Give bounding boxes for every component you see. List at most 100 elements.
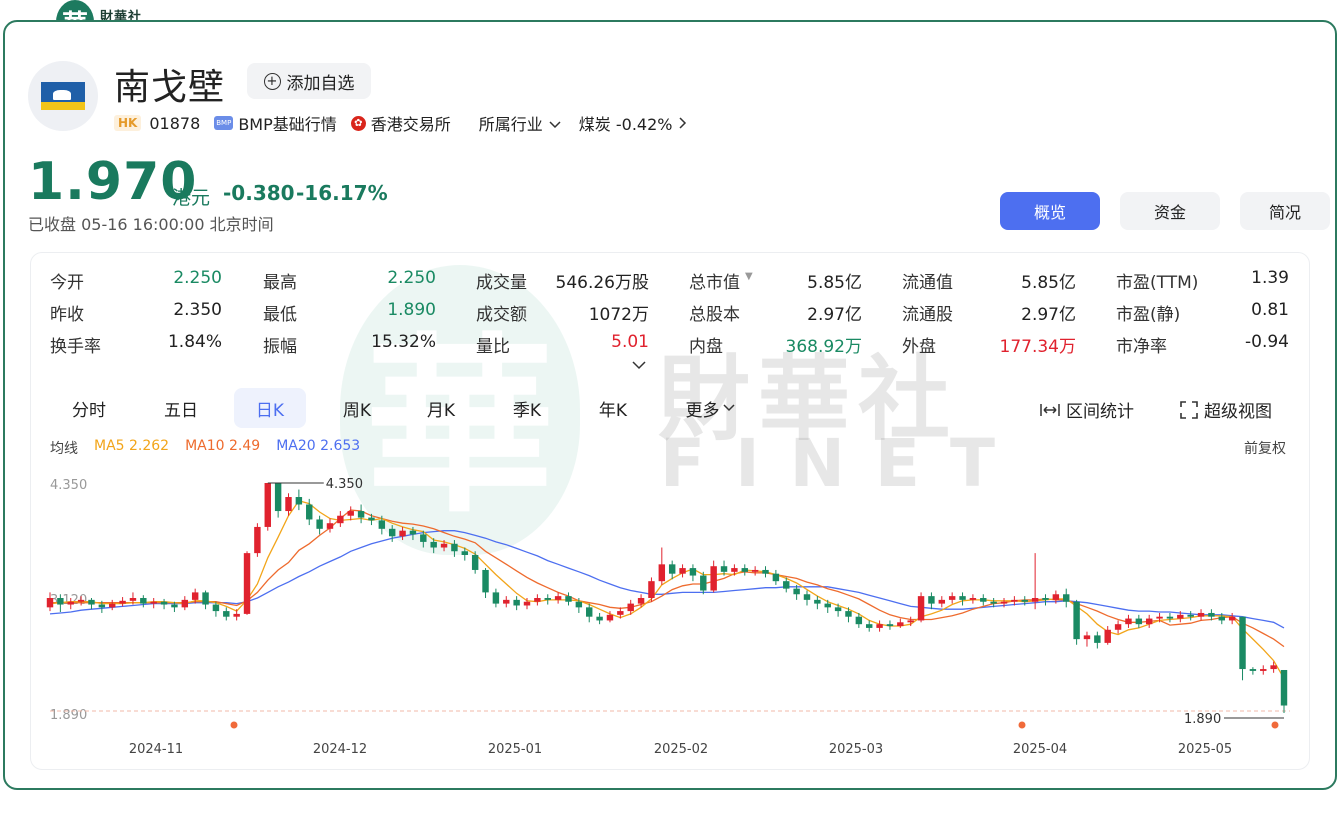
period-tab-weekly[interactable]: 周K <box>342 400 372 421</box>
candle-body <box>388 528 396 537</box>
candle-body <box>1270 665 1277 670</box>
candle-body <box>679 568 686 574</box>
chevron-down-icon <box>722 404 735 412</box>
candle-body <box>482 569 489 593</box>
chevron-right-icon <box>678 114 687 133</box>
candle-body <box>1000 601 1008 604</box>
stat-value: 546.26万股 <box>555 273 649 293</box>
sector-link[interactable]: 煤炭 -0.42% <box>579 111 687 135</box>
candle-body <box>129 598 137 601</box>
stock-code: 01878 <box>149 113 201 133</box>
stat-label: 市盈(TTM) <box>1116 273 1199 293</box>
period-tab-yearly[interactable]: 年K <box>598 400 628 421</box>
candle-body <box>793 588 800 595</box>
candle-body <box>1145 618 1153 625</box>
stat-value: 2.250 <box>387 268 436 288</box>
stat-value: 5.01 <box>611 332 649 352</box>
candle-body <box>596 616 603 621</box>
stat-item: 市盈(静) 0.81 <box>1116 300 1289 325</box>
candle-body <box>658 564 666 582</box>
industry-dropdown[interactable]: 所属行业 <box>479 111 561 135</box>
expand-stats-icon[interactable] <box>632 358 646 374</box>
candle-body <box>140 598 147 604</box>
range-stats-button[interactable]: 区间统计 <box>1040 397 1134 422</box>
candle-body <box>1052 594 1060 600</box>
sector-label: 煤炭 -0.42% <box>578 115 673 134</box>
candle-body <box>378 520 386 529</box>
add-watchlist-button[interactable]: + 添加自选 <box>247 63 371 99</box>
dropdown-triangle-icon[interactable]: ▼ <box>745 271 753 282</box>
y-tick-label: 4.350 <box>50 478 87 493</box>
candle-body <box>990 601 997 604</box>
candle-body <box>1083 635 1091 640</box>
candle-body <box>720 566 728 572</box>
plus-circle-icon: + <box>263 72 281 90</box>
candle-body <box>917 596 925 621</box>
candle-body <box>751 569 759 572</box>
candle-body <box>627 603 634 612</box>
period-tab-quarterly[interactable]: 季K <box>512 400 542 421</box>
tab-profile[interactable]: 简况 <box>1240 192 1330 230</box>
candle-body <box>907 620 914 623</box>
more-label: 更多 <box>685 400 720 421</box>
stat-label: 最低 <box>263 305 297 325</box>
period-tab-more[interactable]: 更多 <box>680 388 740 428</box>
candle-body <box>1104 629 1111 643</box>
last-price: 1.970 <box>28 152 198 212</box>
quote-panel <box>30 252 1310 770</box>
tab-funds[interactable]: 资金 <box>1120 192 1220 230</box>
candle-body <box>565 596 572 602</box>
min-marker-label: 1.890 <box>1184 712 1221 727</box>
candle-body <box>534 598 541 602</box>
bmp-icon: BMP <box>214 116 234 130</box>
candle-body <box>845 611 852 617</box>
event-dot <box>1271 721 1279 729</box>
super-view-button[interactable]: 超级视图 <box>1180 397 1272 422</box>
stat-value: 1.39 <box>1251 268 1289 288</box>
period-tab-intraday[interactable]: 分时 <box>72 400 106 421</box>
ma20-line <box>49 530 1285 629</box>
candle-body <box>306 504 313 520</box>
period-tab-monthly[interactable]: 月K <box>426 400 456 421</box>
stat-value: 368.92万 <box>785 337 862 357</box>
candle-body <box>876 624 883 628</box>
candle-body <box>191 592 199 600</box>
period-tab-5day[interactable]: 五日 <box>164 400 198 421</box>
stat-label: 量比 <box>476 337 510 357</box>
candle-body <box>233 613 240 617</box>
candle-body <box>171 604 178 608</box>
ma-label: 均线 <box>50 441 78 457</box>
candle-body <box>430 541 437 548</box>
candle-body <box>637 598 645 604</box>
market-status: 已收盘 05-16 16:00:00 北京时间 <box>28 215 274 234</box>
candle-body <box>1208 612 1215 617</box>
stock-name: 南戈壁 <box>114 67 226 108</box>
super-view-label: 超级视图 <box>1204 402 1272 422</box>
candle-body <box>368 517 375 521</box>
candle-body <box>357 511 365 518</box>
candle-body <box>606 614 614 621</box>
x-tick-label: 2024-12 <box>313 742 367 757</box>
stat-label: 市净率 <box>1116 337 1167 357</box>
candle-body <box>855 616 863 625</box>
candle-body <box>316 519 323 529</box>
candle-body <box>440 543 448 548</box>
candle-body <box>409 530 417 535</box>
candle-body <box>150 601 157 604</box>
add-watchlist-label: 添加自选 <box>286 73 355 94</box>
candle-body <box>668 564 676 574</box>
period-tab-daily[interactable]: 日K <box>234 388 306 428</box>
stat-value: 15.32% <box>371 332 436 352</box>
stat-value: 177.34万 <box>999 337 1076 357</box>
stat-value: 2.97亿 <box>807 305 862 325</box>
tab-overview[interactable]: 概览 <box>1000 192 1100 230</box>
candle-body <box>243 553 251 614</box>
adjust-mode-button[interactable]: 前复权 <box>1244 441 1286 457</box>
candle-body <box>119 600 126 604</box>
candle-body <box>181 599 189 608</box>
candle-body <box>938 599 946 604</box>
stat-label: 振幅 <box>263 337 297 357</box>
candle-body <box>1228 616 1236 621</box>
stat-value: 2.97亿 <box>1021 305 1076 325</box>
